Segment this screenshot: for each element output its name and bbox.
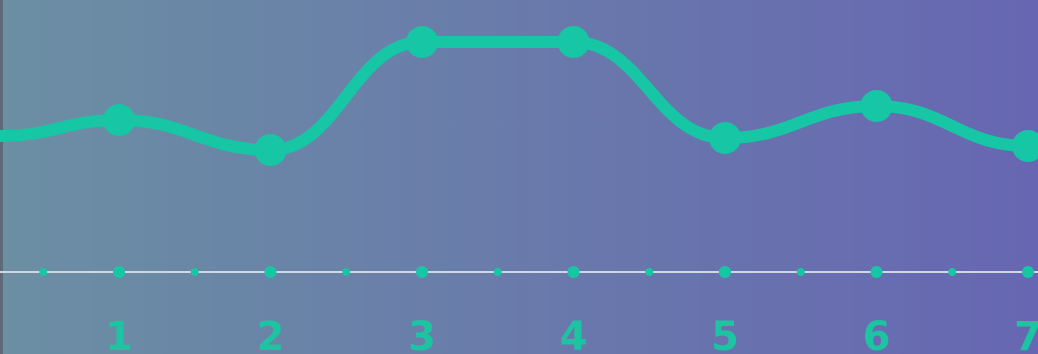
x-tick-label-1: 1	[105, 314, 133, 354]
axis-minor-tick-dot	[796, 268, 805, 276]
axis-major-tick-dot	[567, 266, 580, 278]
data-point-7	[1012, 130, 1038, 162]
x-tick-label-7: 7	[1014, 314, 1038, 354]
axis-minor-tick-dot	[39, 268, 48, 276]
data-point-3	[406, 26, 438, 58]
axis-major-tick-dot	[264, 266, 277, 278]
x-tick-label-3: 3	[408, 314, 436, 354]
x-axis-tick-markers	[39, 266, 1034, 278]
x-tick-label-4: 4	[560, 314, 588, 354]
axis-minor-tick-dot	[190, 268, 199, 276]
axis-major-tick-dot	[1022, 266, 1034, 278]
axis-minor-tick-dot	[645, 268, 654, 276]
data-point-5	[709, 122, 741, 154]
axis-major-tick-dot	[416, 266, 428, 278]
axis-minor-tick-dot	[342, 268, 351, 276]
axis-major-tick-dot	[719, 266, 731, 278]
x-tick-label-5: 5	[711, 314, 739, 354]
series-line	[0, 35, 1034, 156]
axis-minor-tick-dot	[493, 268, 502, 276]
axis-minor-tick-dot	[948, 268, 957, 276]
data-point-4	[557, 26, 590, 58]
data-point-2	[254, 134, 287, 166]
x-tick-label-6: 6	[863, 314, 891, 354]
axis-major-tick-dot	[870, 266, 883, 278]
data-point-6	[860, 90, 893, 122]
left-edge-strip	[0, 0, 3, 354]
x-tick-label-2: 2	[257, 314, 285, 354]
series-points	[103, 26, 1038, 166]
data-point-1	[103, 104, 135, 136]
x-tick-labels: 1 2 3 4 5 6 7	[105, 314, 1038, 354]
axis-major-tick-dot	[113, 266, 125, 278]
